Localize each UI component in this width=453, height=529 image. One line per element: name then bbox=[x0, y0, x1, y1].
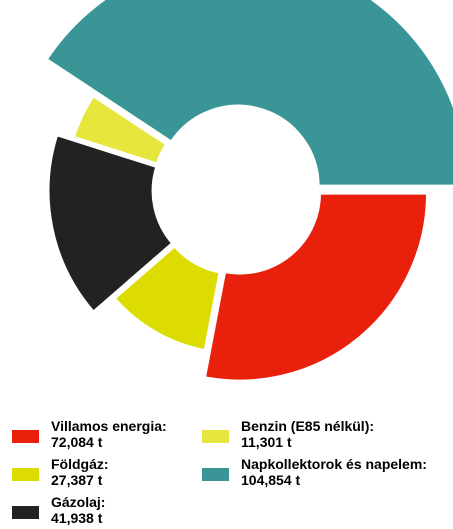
legend-value-villamos-energia: 72,084 t bbox=[51, 434, 103, 450]
legend-swatch-gazolaj bbox=[12, 506, 39, 519]
legend-label-foldgaz: Földgáz: bbox=[51, 456, 109, 472]
slice-gazolaj bbox=[46, 132, 175, 315]
slice-foldgaz bbox=[112, 243, 222, 353]
legend-label-napkollektorok: Napkollektorok és napelem: bbox=[241, 456, 427, 472]
legend-label-gazolaj: Gázolaj: bbox=[51, 494, 106, 510]
legend-item-napkollektorok: Napkollektorok és napelem: 104,854 t bbox=[202, 456, 427, 488]
legend-value-foldgaz: 27,387 t bbox=[51, 472, 103, 488]
legend-item-villamos-energia: Villamos energia: 72,084 t bbox=[12, 418, 167, 450]
donut-chart bbox=[44, 0, 453, 383]
legend-item-benzin: Benzin (E85 nélkül): 11,301 t bbox=[202, 418, 374, 450]
legend-item-gazolaj: Gázolaj: 41,938 t bbox=[12, 494, 105, 526]
legend-swatch-villamos-energia bbox=[12, 430, 39, 443]
legend-swatch-napkollektorok bbox=[202, 468, 229, 481]
legend-label-benzin: Benzin (E85 nélkül): bbox=[241, 418, 375, 434]
legend-value-gazolaj: 41,938 t bbox=[51, 510, 103, 526]
slice-villamos-energia bbox=[202, 191, 430, 383]
legend-value-napkollektorok: 104,854 t bbox=[241, 472, 301, 488]
donut-slices bbox=[44, 0, 453, 383]
slice-benzin bbox=[71, 93, 169, 166]
legend-label-villamos-energia: Villamos energia: bbox=[51, 418, 167, 434]
legend-item-foldgaz: Földgáz: 27,387 t bbox=[12, 456, 109, 488]
legend-swatch-benzin bbox=[202, 430, 229, 443]
legend-swatch-foldgaz bbox=[12, 468, 39, 481]
slice-napkollektorok bbox=[44, 0, 453, 188]
legend-value-benzin: 11,301 t bbox=[241, 434, 292, 450]
